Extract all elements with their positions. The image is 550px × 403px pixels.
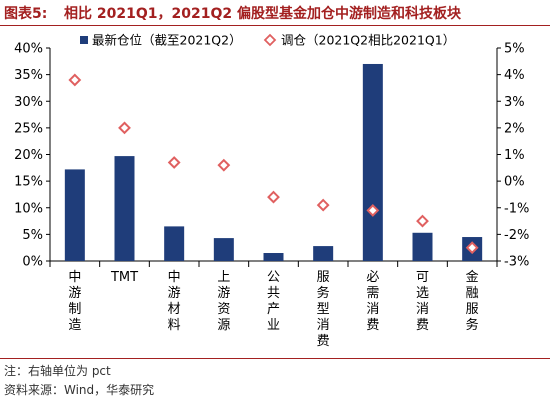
category-label: 服 bbox=[317, 270, 330, 285]
marker-point bbox=[167, 156, 181, 169]
bar bbox=[213, 238, 234, 261]
category-label: 造 bbox=[68, 318, 81, 333]
left-tick-label: 25% bbox=[14, 121, 43, 136]
legend-marker-swatch bbox=[263, 33, 277, 47]
category-label: 公 bbox=[267, 270, 280, 285]
category-label: 消 bbox=[416, 302, 429, 317]
left-tick-label: 20% bbox=[14, 148, 43, 163]
category-label: 消 bbox=[317, 318, 330, 333]
left-tick-label: 0% bbox=[22, 255, 43, 270]
bar-series bbox=[64, 63, 483, 261]
category-label: 游 bbox=[217, 286, 230, 301]
category-label: 材 bbox=[168, 302, 181, 317]
right-tick-label: 3% bbox=[504, 95, 525, 110]
category-label: 游 bbox=[168, 286, 181, 301]
category-label: 消 bbox=[366, 302, 379, 317]
category-label: 费 bbox=[416, 318, 429, 333]
category-label: 料 bbox=[168, 318, 181, 333]
category-label: 资 bbox=[217, 302, 230, 317]
figure-label: 图表5: bbox=[4, 6, 48, 22]
bar bbox=[114, 156, 135, 261]
left-tick-label: 10% bbox=[14, 201, 43, 216]
marker-point bbox=[366, 203, 380, 217]
category-label: 共 bbox=[267, 286, 280, 301]
right-tick-label: 0% bbox=[504, 175, 525, 190]
category-label: 制 bbox=[68, 302, 81, 317]
category-label: 务 bbox=[466, 317, 479, 333]
category-label: 选 bbox=[416, 286, 429, 301]
marker-point bbox=[416, 214, 429, 228]
marker-point bbox=[316, 198, 330, 212]
category-label: TMT bbox=[110, 270, 138, 285]
category-label: 费 bbox=[317, 334, 330, 349]
marker-point bbox=[118, 121, 131, 135]
bar bbox=[64, 169, 85, 261]
source-note: 资料来源：Wind，华泰研究 bbox=[4, 383, 155, 397]
chart-legend: 最新仓位（截至2021Q2） 调仓（2021Q2相比2021Q1） bbox=[80, 33, 455, 48]
category-label: 源 bbox=[217, 318, 230, 333]
marker-series bbox=[68, 73, 479, 255]
figure-title: 相比 2021Q1，2021Q2 偏股型基金加仓中游制造和科技板块 bbox=[64, 6, 461, 22]
left-tick-label: 35% bbox=[14, 68, 43, 83]
axis-note: 注：右轴单位为 pct bbox=[4, 364, 111, 378]
category-label: 费 bbox=[366, 318, 379, 333]
left-tick-label: 30% bbox=[14, 95, 43, 110]
right-tick-label: -1% bbox=[504, 201, 529, 216]
category-label: 型 bbox=[317, 302, 330, 317]
marker-point bbox=[267, 190, 280, 204]
legend-marker-label: 调仓（2021Q2相比2021Q1） bbox=[281, 33, 455, 48]
bar bbox=[412, 232, 433, 261]
right-tick-label: 2% bbox=[504, 121, 525, 136]
left-tick-label: 40% bbox=[14, 42, 43, 57]
marker-point bbox=[217, 158, 231, 172]
category-label: 产 bbox=[267, 302, 280, 317]
footer-rule bbox=[0, 358, 550, 359]
bar bbox=[263, 253, 284, 261]
marker-point bbox=[68, 73, 82, 87]
category-label: 中 bbox=[68, 270, 81, 285]
legend-bar-swatch bbox=[80, 36, 88, 44]
category-label: 中 bbox=[168, 270, 181, 285]
category-label: 需 bbox=[366, 286, 379, 301]
header-rule bbox=[0, 25, 550, 26]
category-label: 可 bbox=[416, 270, 429, 285]
left-tick-label: 15% bbox=[14, 175, 43, 190]
left-tick-label: 5% bbox=[22, 228, 43, 243]
marker-point bbox=[465, 241, 479, 255]
category-label: 融 bbox=[466, 286, 479, 301]
category-label: 服 bbox=[466, 302, 479, 317]
category-label: 金 bbox=[466, 269, 479, 285]
category-label: 务 bbox=[317, 285, 330, 301]
right-tick-label: -3% bbox=[504, 255, 529, 270]
chart-axes: 0% 5% 10% 15% 20% 25% 30% 35% 40% -3% -2% -1% 0% 1% 2%… bbox=[14, 42, 529, 270]
bar bbox=[362, 63, 383, 261]
category-label: 上 bbox=[217, 270, 230, 285]
category-label: 游 bbox=[68, 286, 81, 301]
right-tick-label: 5% bbox=[504, 42, 525, 57]
chart: 0% 5% 10% 15% 20% 25% 30% 35% 40% -3% -2% -1% 0% 1% 2%… bbox=[14, 33, 529, 350]
legend-bar-label: 最新仓位（截至2021Q2） bbox=[92, 33, 242, 48]
category-label: 必 bbox=[366, 270, 379, 285]
right-tick-label: 1% bbox=[504, 148, 525, 163]
right-tick-label: 4% bbox=[504, 68, 525, 83]
right-tick-label: -2% bbox=[504, 228, 529, 243]
category-label: 业 bbox=[267, 318, 280, 333]
bar bbox=[164, 226, 185, 261]
figure-header: 图表5: 相比 2021Q1，2021Q2 偏股型基金加仓中游制造和科技板块 bbox=[0, 0, 550, 26]
bar bbox=[313, 246, 334, 261]
